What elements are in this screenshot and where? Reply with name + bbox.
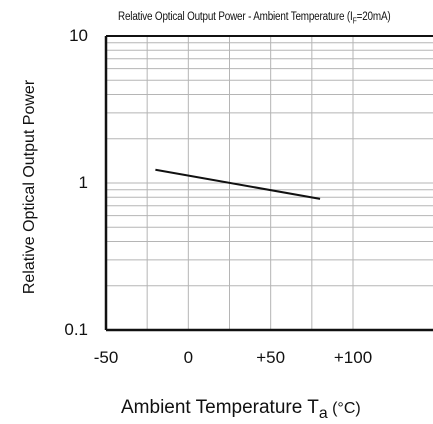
axes — [104, 35, 433, 332]
x-axis-label: Ambient Temperature Ta (°C) — [121, 397, 361, 422]
series-line — [155, 168, 321, 200]
y-tick-label: 10 — [69, 26, 88, 45]
y-tick-label: 0.1 — [64, 320, 88, 339]
grid — [106, 36, 433, 330]
x-tick-label: -50 — [93, 348, 119, 367]
series-layer — [155, 168, 321, 200]
x-tick-label: 0 — [183, 348, 194, 367]
y-tick-label: 1 — [78, 173, 88, 192]
x-tick-label: +50 — [256, 348, 286, 367]
chart-title: Relative Optical Output Power - Ambient … — [118, 11, 391, 26]
x-tick-label: +100 — [333, 348, 373, 367]
